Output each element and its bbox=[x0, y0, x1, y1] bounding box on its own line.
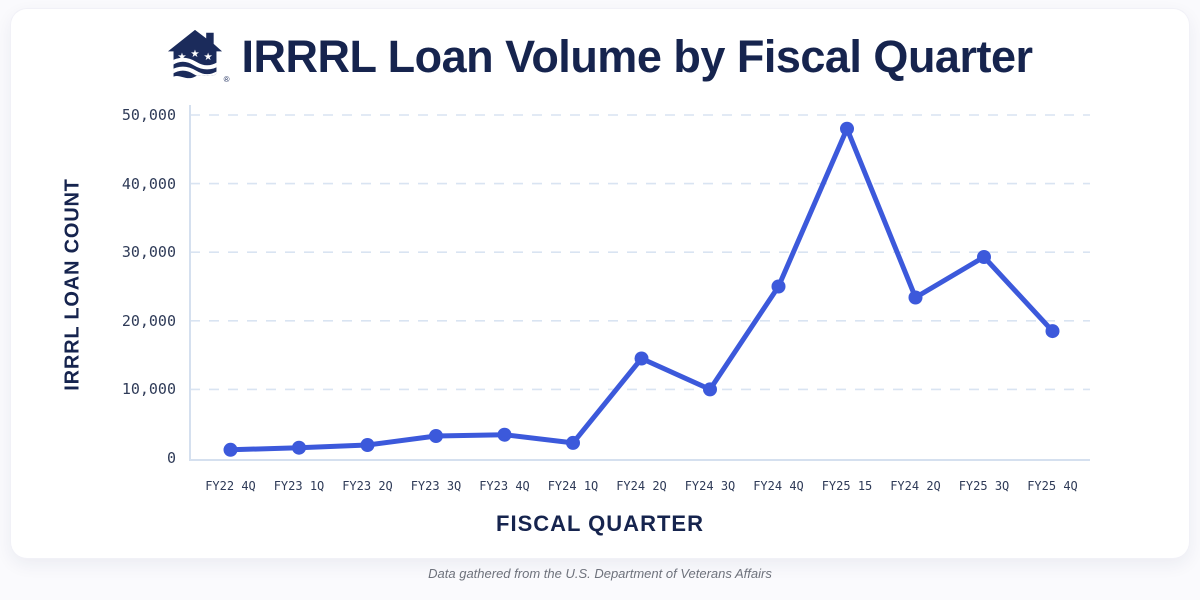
registered-trademark-mark: ® bbox=[223, 75, 230, 84]
house-flag-logo-icon: ★ ★ ★ bbox=[168, 29, 223, 79]
chart-card bbox=[11, 9, 1189, 558]
x-tick-label: FY24 2Q bbox=[616, 479, 667, 493]
y-axis-title: IRRRL LOAN COUNT bbox=[61, 178, 84, 391]
page-title: IRRRL Loan Volume by Fiscal Quarter bbox=[241, 31, 1033, 82]
star-icon: ★ bbox=[178, 51, 187, 63]
y-tick-label: 50,000 bbox=[121, 106, 176, 124]
x-tick-label: FY24 1Q bbox=[547, 479, 599, 493]
x-tick-label: FY24 3Q bbox=[684, 479, 736, 493]
y-tick-label: 30,000 bbox=[121, 243, 176, 262]
data-source-note: Data gathered from the U.S. Department o… bbox=[428, 566, 772, 581]
x-tick-label: FY22 4Q bbox=[205, 479, 256, 493]
y-tick-label: 10,000 bbox=[121, 380, 176, 399]
x-tick-label: FY25 15 bbox=[821, 479, 873, 493]
x-tick-label: FY24 2Q bbox=[890, 479, 941, 493]
y-tick-label: 0 bbox=[166, 449, 176, 467]
x-tick-label: FY24 4Q bbox=[753, 479, 804, 493]
y-tick-label: 20,000 bbox=[121, 311, 176, 330]
x-tick-label: FY25 4Q bbox=[1027, 479, 1078, 493]
chart-header: ★ ★ ★ ® IRRRL Loan Volume by Fiscal Quar… bbox=[0, 26, 1200, 88]
star-icon: ★ bbox=[191, 48, 200, 60]
x-tick-label: FY23 3Q bbox=[410, 479, 462, 493]
x-tick-label: FY23 1Q bbox=[273, 479, 325, 493]
x-tick-label: FY25 3Q bbox=[958, 479, 1010, 493]
star-icon: ★ bbox=[204, 51, 213, 63]
x-axis-title: FISCAL QUARTER bbox=[496, 511, 704, 536]
house-flag-logo: ★ ★ ★ ® bbox=[167, 26, 229, 88]
y-tick-label: 40,000 bbox=[121, 174, 176, 193]
x-tick-label: FY23 4Q bbox=[479, 479, 530, 493]
x-tick-label: FY23 2Q bbox=[342, 479, 393, 493]
